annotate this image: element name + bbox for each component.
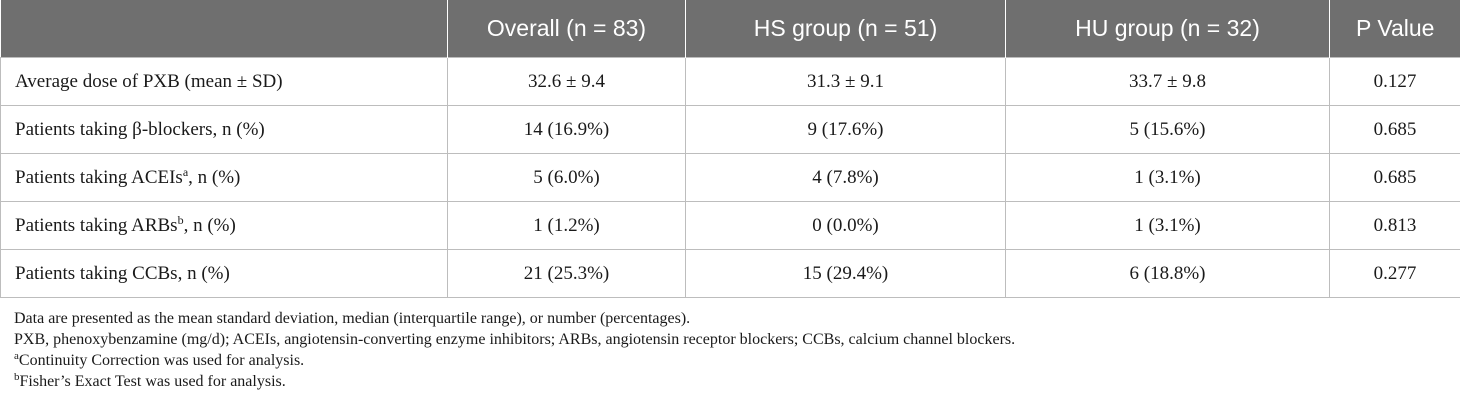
- cell-hu: 5 (15.6%): [1005, 105, 1330, 154]
- row-label: Patients taking ACEIsa, n (%): [0, 153, 448, 202]
- table-footnotes: Data are presented as the mean standard …: [14, 308, 1444, 392]
- results-table: Overall (n = 83) HS group (n = 51) HU gr…: [0, 0, 1460, 298]
- table-row: Patients taking CCBs, n (%) 21 (25.3%) 1…: [0, 249, 1460, 298]
- cell-overall: 32.6 ± 9.4: [447, 57, 686, 106]
- cell-hs: 4 (7.8%): [685, 153, 1006, 202]
- cell-hs: 31.3 ± 9.1: [685, 57, 1006, 106]
- table-row: Average dose of PXB (mean ± SD) 32.6 ± 9…: [0, 57, 1460, 106]
- header-row: Overall (n = 83) HS group (n = 51) HU gr…: [0, 0, 1460, 58]
- cell-p-value: 0.685: [1329, 105, 1460, 154]
- footnote-b: bFisher’s Exact Test was used for analys…: [14, 371, 286, 391]
- table-row: Patients taking ARBsb, n (%) 1 (1.2%) 0 …: [0, 201, 1460, 250]
- cell-hs: 0 (0.0%): [685, 201, 1006, 250]
- cell-hu: 1 (3.1%): [1005, 153, 1330, 202]
- header-cell-p-value: P Value: [1329, 0, 1460, 58]
- row-label: Patients taking ARBsb, n (%): [0, 201, 448, 250]
- cell-hs: 9 (17.6%): [685, 105, 1006, 154]
- footnote-a: aContinuity Correction was used for anal…: [14, 350, 305, 370]
- cell-p-value: 0.277: [1329, 249, 1460, 298]
- header-cell-hu-group: HU group (n = 32): [1005, 0, 1330, 58]
- header-cell-blank: [0, 0, 448, 58]
- cell-p-value: 0.127: [1329, 57, 1460, 106]
- footnote-b-mark: b: [14, 371, 20, 383]
- cell-p-value: 0.685: [1329, 153, 1460, 202]
- cell-hu: 6 (18.8%): [1005, 249, 1330, 298]
- cell-overall: 21 (25.3%): [447, 249, 686, 298]
- cell-hu: 1 (3.1%): [1005, 201, 1330, 250]
- row-label: Average dose of PXB (mean ± SD): [0, 57, 448, 106]
- cell-overall: 14 (16.9%): [447, 105, 686, 154]
- header-cell-hs-group: HS group (n = 51): [685, 0, 1006, 58]
- table-row: Patients taking ACEIsa, n (%) 5 (6.0%) 4…: [0, 153, 1460, 202]
- footnote-marker-a: a: [182, 164, 189, 179]
- cell-p-value: 0.813: [1329, 201, 1460, 250]
- footnote-data-presentation: Data are presented as the mean standard …: [14, 310, 691, 327]
- cell-hs: 15 (29.4%): [685, 249, 1006, 298]
- footnote-a-mark: a: [14, 350, 19, 362]
- row-label: Patients taking β-blockers, n (%): [0, 105, 448, 154]
- header-cell-overall: Overall (n = 83): [447, 0, 686, 58]
- row-label: Patients taking CCBs, n (%): [0, 249, 448, 298]
- footnote-abbreviations: PXB, phenoxybenzamine (mg/d); ACEIs, ang…: [14, 331, 1016, 348]
- cell-hu: 33.7 ± 9.8: [1005, 57, 1330, 106]
- cell-overall: 5 (6.0%): [447, 153, 686, 202]
- footnote-marker-b: b: [177, 212, 184, 227]
- table-row: Patients taking β-blockers, n (%) 14 (16…: [0, 105, 1460, 154]
- cell-overall: 1 (1.2%): [447, 201, 686, 250]
